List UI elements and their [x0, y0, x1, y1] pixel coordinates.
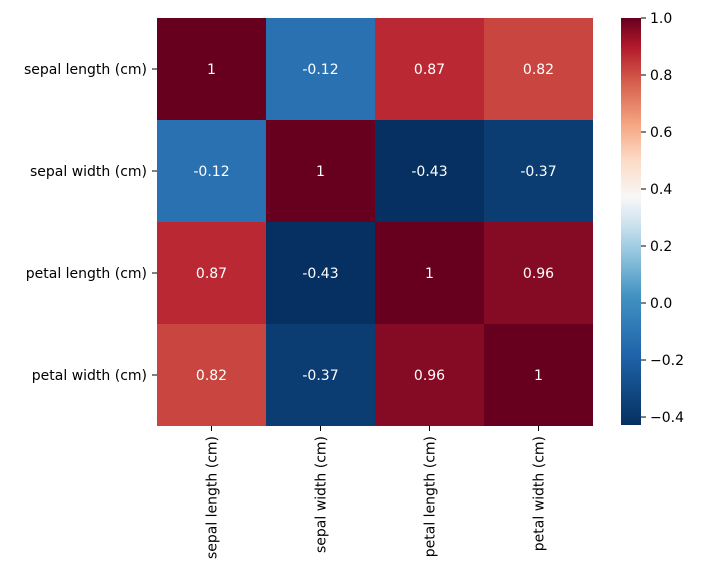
heatmap-cell	[157, 18, 266, 120]
cell-annotation: -0.12	[302, 62, 338, 78]
cell-annotation: 1	[207, 62, 216, 78]
heatmap-cell	[484, 120, 593, 222]
cell-annotation: -0.37	[302, 368, 338, 384]
x-tick-label: petal width (cm)	[532, 436, 548, 551]
colorbar-tick-label: 0.0	[650, 296, 672, 312]
heatmap-cell	[484, 324, 593, 426]
y-tick-label: sepal length (cm)	[24, 62, 147, 78]
heatmap-cell	[266, 120, 375, 222]
cell-annotation: -0.43	[411, 164, 447, 180]
x-axis-labels: sepal length (cm) sepal width (cm) petal l…	[205, 426, 548, 559]
heatmap-cell	[375, 324, 484, 426]
cell-annotation: 0.96	[414, 368, 445, 384]
cell-annotation: -0.12	[193, 164, 229, 180]
cell-annotation: 1	[534, 368, 543, 384]
heatmap-cell	[157, 222, 266, 324]
colorbar-tick-label: 0.2	[650, 239, 672, 255]
heatmap-cell	[484, 18, 593, 120]
heatmap-cell	[266, 324, 375, 426]
heatmap-cell	[484, 222, 593, 324]
cell-annotation: 0.87	[196, 266, 227, 282]
y-tick-label: petal width (cm)	[32, 368, 147, 384]
y-tick-label: sepal width (cm)	[30, 164, 147, 180]
heatmap-cell	[375, 18, 484, 120]
cell-annotation: 0.96	[523, 266, 554, 282]
cell-annotation: 0.82	[196, 368, 227, 384]
heatmap-cell	[266, 18, 375, 120]
colorbar-tick-label: 0.8	[650, 68, 672, 84]
colorbar-tick-label: 0.6	[650, 125, 672, 141]
cell-annotation: -0.37	[520, 164, 556, 180]
cell-annotation: 1	[425, 266, 434, 282]
x-tick-label: sepal length (cm)	[205, 436, 221, 559]
colorbar-tick-label: −0.4	[650, 410, 684, 426]
heatmap-cells	[157, 18, 593, 426]
y-tick-label: petal length (cm)	[26, 266, 147, 282]
heatmap-cell	[157, 120, 266, 222]
cell-annotation: 0.82	[523, 62, 554, 78]
colorbar-tick-label: 0.4	[650, 182, 672, 198]
x-tick-label: sepal width (cm)	[314, 436, 330, 553]
cell-annotation: 1	[316, 164, 325, 180]
y-axis-labels: sepal length (cm) sepal width (cm) petal l…	[24, 62, 157, 384]
cell-annotation: -0.43	[302, 266, 338, 282]
colorbar-tick-label: −0.2	[650, 353, 684, 369]
colorbar-gradient	[621, 18, 641, 425]
heatmap-cell	[157, 324, 266, 426]
cell-annotation: 0.87	[414, 62, 445, 78]
heatmap-cell	[375, 120, 484, 222]
heatmap-cell	[266, 222, 375, 324]
heatmap-annotations: 1 -0.12 0.87 0.82 -0.12 1 -0.43 -0.37 0.87 -0.43 1…	[193, 62, 556, 384]
colorbar: 1.0 0.8 0.6 0.4 0.2 0.0 −0.2 −0.4	[621, 11, 684, 426]
x-tick-label: petal length (cm)	[423, 436, 439, 557]
colorbar-tick-label: 1.0	[650, 11, 672, 27]
heatmap-cell	[375, 222, 484, 324]
